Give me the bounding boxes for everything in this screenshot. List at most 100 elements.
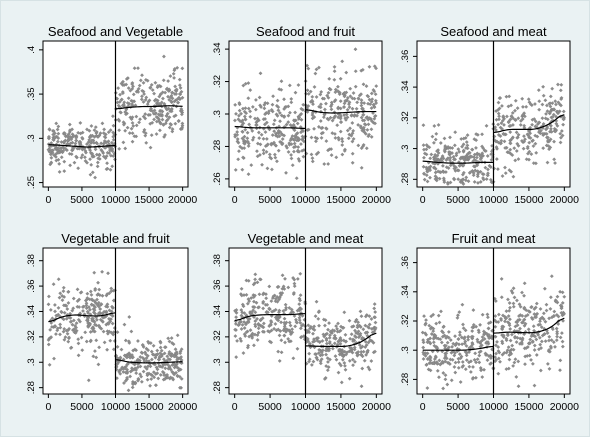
scatter-point: [160, 90, 165, 95]
scatter-point: [310, 94, 315, 99]
scatter-point: [122, 83, 127, 87]
x-tick-label: 5000: [70, 194, 94, 206]
scatter-point: [79, 155, 84, 160]
scatter-point: [166, 94, 170, 99]
scatter-point: [111, 137, 116, 142]
scatter-point: [275, 98, 280, 103]
scatter-point: [142, 92, 146, 96]
scatter-point: [78, 121, 83, 125]
scatter-point: [121, 140, 126, 145]
scatter-point: [261, 148, 266, 153]
scatter-point: [49, 155, 54, 160]
scatter-point: [111, 114, 115, 119]
scatter-point: [301, 102, 306, 107]
scatter-point: [130, 99, 135, 104]
scatter-point: [143, 133, 148, 138]
x-tick-label: 0: [232, 401, 238, 413]
scatter-point: [255, 118, 260, 123]
scatter-point: [276, 105, 281, 110]
scatter-point: [289, 97, 294, 101]
scatter-point: [130, 82, 135, 86]
scatter-point: [84, 150, 88, 155]
scatter-point: [154, 115, 159, 119]
scatter-point: [171, 71, 176, 76]
scatter-point: [94, 130, 99, 134]
scatter-point: [117, 128, 122, 133]
scatter-point: [369, 134, 374, 139]
scatter-point: [262, 106, 267, 111]
scatter-point: [47, 127, 52, 132]
scatter-point: [242, 134, 247, 139]
scatter-point: [271, 94, 276, 99]
scatter-point: [369, 91, 374, 96]
panel-title: Vegetable and fruit: [61, 231, 170, 246]
scatter-point: [170, 129, 175, 134]
scatter-point: [73, 141, 78, 146]
scatter-point: [71, 147, 76, 151]
scatter-point: [100, 149, 105, 154]
scatter-point: [146, 99, 151, 104]
scatter-point: [104, 140, 109, 145]
scatter-point: [89, 162, 94, 167]
scatter-point: [93, 175, 97, 180]
scatter-point: [152, 117, 156, 122]
chart-panel-4: Vegetable and fruit 0 5000 10000 15000 20000.…: [26, 231, 197, 413]
scatter-point: [254, 98, 258, 102]
scatter-point: [282, 115, 287, 119]
scatter-point: [292, 138, 297, 143]
scatter-point: [92, 128, 97, 133]
y-tick-label: .35: [26, 87, 37, 100]
scatter-point: [289, 142, 294, 147]
chart-panel-3: Seafood and meat 0 5000 10000 15000 20000 .28.…: [400, 24, 579, 206]
scatter-point: [292, 149, 296, 154]
scatter-point: [278, 119, 282, 124]
scatter-point: [177, 83, 182, 88]
scatter-point: [258, 71, 263, 76]
scatter-point: [59, 155, 64, 160]
y-tick-label: .3: [212, 358, 223, 366]
scatter-point: [129, 117, 134, 122]
scatter-point: [267, 152, 272, 157]
scatter-point: [237, 113, 241, 118]
scatter-point: [87, 128, 92, 133]
scatter-point: [165, 107, 170, 112]
scatter-point: [174, 87, 179, 92]
scatter-point: [248, 114, 253, 119]
scatter-point: [159, 100, 164, 105]
scatter-point: [233, 118, 237, 123]
scatter-point: [51, 129, 56, 133]
scatter-point: [47, 134, 51, 139]
scatter-point: [347, 132, 352, 137]
scatter-point: [235, 130, 240, 134]
scatter-point: [141, 100, 146, 104]
scatter-point: [241, 155, 245, 160]
scatter-point: [130, 121, 135, 125]
scatter-point: [134, 123, 139, 128]
scatter-point: [350, 151, 355, 156]
scatter-point: [351, 91, 356, 95]
scatter-point: [373, 114, 377, 119]
scatter-point: [289, 100, 294, 105]
scatter-point: [159, 109, 164, 113]
x-tick-label: 20000: [550, 194, 579, 206]
scatter-point: [57, 170, 62, 174]
x-tick-label: 15000: [134, 194, 163, 206]
scatter-point: [141, 129, 146, 134]
scatter-point: [282, 107, 287, 111]
scatter-point: [128, 88, 133, 93]
scatter-point: [266, 111, 271, 116]
scatter-point: [246, 81, 251, 85]
y-tick-label: .3: [212, 110, 223, 118]
scatter-point: [340, 136, 344, 141]
scatter-point: [338, 129, 343, 134]
x-tick-label: 0: [45, 194, 51, 206]
scatter-point: [285, 145, 289, 150]
scatter-point: [163, 133, 167, 137]
scatter-point: [85, 160, 89, 165]
scatter-point: [148, 85, 153, 90]
scatter-point: [123, 110, 128, 114]
scatter-point: [62, 159, 67, 164]
scatter-point: [95, 160, 100, 165]
scatter-point: [364, 146, 369, 151]
